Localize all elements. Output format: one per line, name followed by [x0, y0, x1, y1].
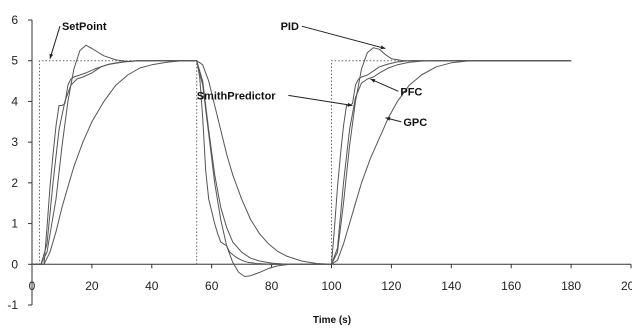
y-tick-label: -1	[7, 298, 18, 312]
series-line-gpc	[32, 60, 572, 265]
x-tick-label: 120	[381, 279, 401, 293]
series-line-pid	[32, 44, 572, 277]
y-tick-label: 2	[11, 176, 18, 190]
x-tick-label: 200	[621, 279, 632, 293]
y-tick-label: 5	[11, 54, 18, 68]
annotation-arrowhead	[385, 117, 391, 121]
x-tick-label: 20	[85, 279, 99, 293]
annotation-arrow	[301, 25, 386, 49]
x-tick-label: 100	[321, 279, 341, 293]
x-tick-label: 80	[265, 279, 279, 293]
chart-series	[32, 44, 572, 277]
y-tick-label: 6	[11, 13, 18, 27]
annotation-label: PID	[281, 21, 299, 33]
chart-ticks: -10123456020406080100120140160180200	[7, 13, 632, 312]
series-line-pfc	[32, 60, 572, 265]
x-tick-label: 160	[501, 279, 521, 293]
annotation-label: PFC	[400, 86, 422, 98]
annotation-arrowhead	[49, 53, 54, 59]
series-line-setpoint	[32, 60, 572, 265]
annotation-arrowhead	[380, 45, 386, 50]
annotation-arrowhead	[347, 102, 353, 107]
x-tick-label: 40	[145, 279, 159, 293]
x-tick-label: 60	[205, 279, 219, 293]
annotation-arrow	[370, 78, 399, 92]
annotation-label: GPC	[403, 117, 427, 129]
series-line-smithpredictor	[32, 60, 572, 265]
y-tick-label: 1	[11, 217, 18, 231]
x-axis-title: Time (s)	[313, 315, 351, 326]
y-tick-label: 0	[11, 257, 18, 271]
x-tick-label: 0	[29, 279, 36, 293]
annotation-arrowhead	[370, 79, 376, 83]
annotation-arrow	[49, 26, 61, 59]
y-tick-label: 4	[11, 94, 18, 108]
annotation-arrow	[288, 94, 353, 106]
x-tick-label: 140	[441, 279, 461, 293]
x-tick-label: 180	[561, 279, 581, 293]
annotation-label: SetPoint	[62, 21, 107, 33]
chart-annotations: SetPoint PID PFC SmithPredictor GPC	[49, 21, 427, 129]
annotation-label: SmithPredictor	[197, 90, 277, 102]
y-tick-label: 3	[11, 135, 18, 149]
